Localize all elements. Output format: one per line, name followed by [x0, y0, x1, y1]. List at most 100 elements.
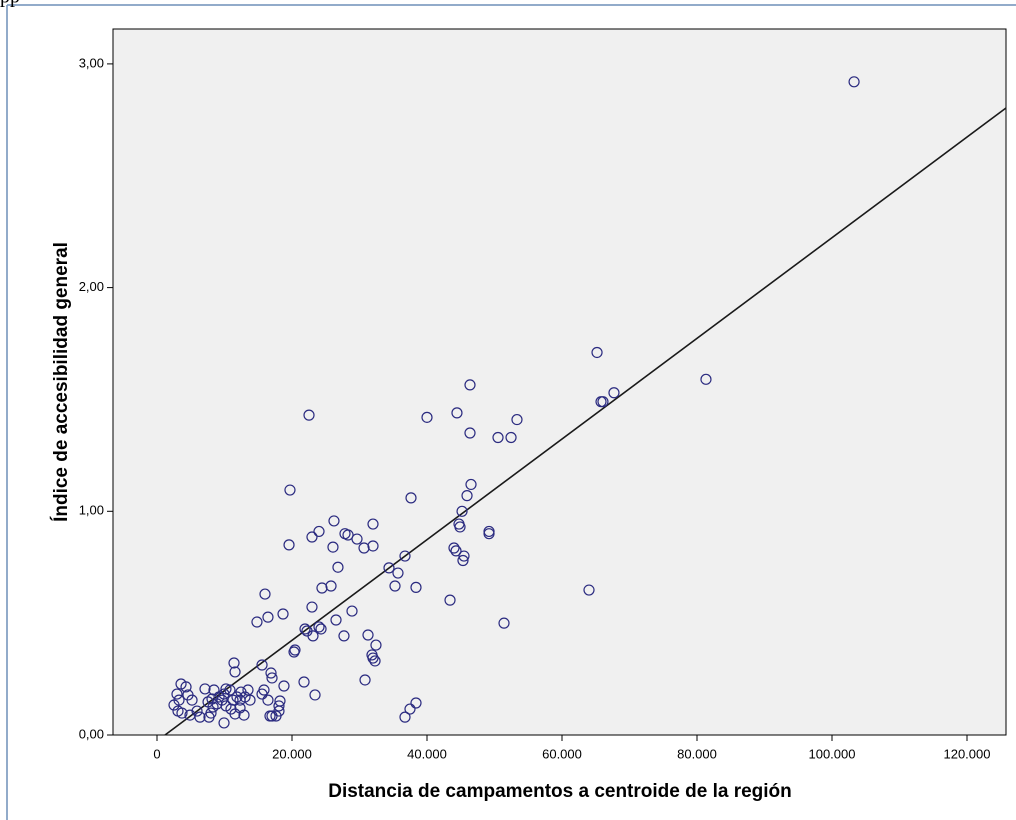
point — [410, 581, 422, 593]
point — [511, 413, 523, 426]
x-tick-label: 120.000 — [943, 746, 990, 761]
point — [306, 531, 318, 543]
point — [444, 594, 456, 606]
point — [351, 533, 363, 545]
point — [451, 407, 463, 419]
point — [359, 674, 371, 686]
point — [265, 667, 277, 679]
point — [389, 580, 401, 592]
y-tick-label: 3,00 — [79, 55, 104, 70]
point — [608, 387, 620, 399]
point — [270, 710, 282, 722]
point — [309, 689, 321, 701]
point — [266, 672, 278, 684]
point — [262, 611, 274, 623]
point — [213, 691, 225, 703]
point — [229, 666, 241, 678]
point — [410, 697, 422, 709]
point — [327, 541, 339, 553]
point — [283, 539, 295, 551]
point — [399, 550, 411, 562]
point — [383, 562, 395, 574]
point — [171, 688, 183, 700]
point — [448, 542, 460, 554]
point — [256, 659, 268, 671]
point — [369, 655, 381, 667]
point — [306, 601, 318, 613]
point — [299, 623, 311, 635]
point — [180, 681, 192, 693]
point — [202, 696, 214, 708]
point — [168, 699, 180, 711]
point — [392, 567, 404, 579]
point — [238, 709, 250, 721]
point — [405, 492, 417, 504]
point — [298, 676, 310, 688]
point — [338, 630, 350, 642]
text-fragment: pp — [0, 0, 20, 8]
y-tick-label: 2,00 — [79, 279, 104, 294]
point — [277, 608, 289, 620]
point — [461, 490, 473, 502]
x-tick-label: 20.000 — [272, 746, 312, 761]
point — [194, 711, 206, 723]
point — [458, 550, 470, 562]
point — [421, 411, 433, 423]
point — [227, 694, 239, 706]
point — [483, 528, 495, 540]
y-tick-label: 1,00 — [79, 503, 104, 518]
plot-area — [112, 28, 1007, 736]
point — [307, 630, 319, 642]
point — [218, 717, 230, 729]
point — [284, 484, 296, 496]
point — [315, 623, 327, 635]
point — [456, 505, 468, 517]
point — [256, 688, 268, 700]
point — [220, 683, 232, 695]
point — [228, 657, 240, 669]
point — [264, 710, 276, 722]
point — [176, 707, 188, 719]
point — [464, 427, 476, 439]
point — [450, 545, 462, 557]
point — [367, 518, 379, 530]
x-tick-label: 0 — [153, 746, 160, 761]
point — [454, 521, 466, 533]
point — [325, 580, 337, 592]
point — [313, 621, 325, 633]
point — [328, 515, 340, 527]
point — [313, 525, 325, 538]
point — [259, 588, 271, 600]
point — [457, 554, 469, 567]
point — [278, 680, 290, 692]
y-axis-title: Índice de accesibilidad general — [50, 242, 72, 522]
x-tick-label: 40.000 — [407, 746, 447, 761]
point — [239, 691, 251, 703]
point — [251, 616, 263, 628]
point — [597, 396, 609, 408]
point — [303, 409, 315, 421]
point — [465, 478, 477, 491]
point — [492, 431, 504, 444]
point — [404, 703, 416, 715]
point — [700, 373, 712, 385]
point — [498, 617, 510, 629]
point — [262, 694, 274, 706]
point — [370, 639, 382, 651]
point — [231, 691, 243, 703]
point — [186, 694, 198, 706]
x-tick-label: 100.000 — [808, 746, 855, 761]
point — [229, 708, 241, 720]
point — [505, 431, 517, 444]
point — [591, 346, 603, 359]
point — [273, 700, 285, 712]
point — [342, 529, 354, 541]
x-tick-label: 60.000 — [542, 746, 582, 761]
point — [399, 711, 411, 723]
point — [848, 76, 860, 88]
point — [330, 614, 342, 626]
point — [203, 711, 215, 723]
point — [289, 644, 301, 656]
